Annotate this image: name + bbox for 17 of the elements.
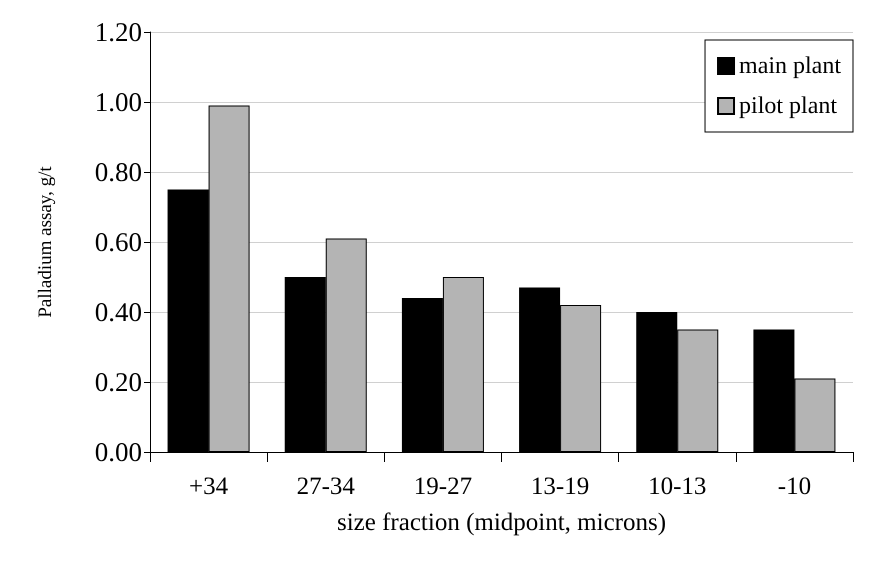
x-tick-label: 19-27	[414, 473, 472, 500]
x-tick-label: 10-13	[648, 473, 706, 500]
x-tick-label: 13-19	[530, 473, 590, 500]
legend-label: pilot plant	[739, 93, 838, 119]
y-tick-label: 0.60	[94, 227, 142, 257]
legend-label: main plant	[739, 53, 842, 79]
x-tick-label: -10	[778, 473, 812, 500]
x-axis-title: size fraction (midpoint, microns)	[336, 509, 666, 536]
x-tick-label: +34	[189, 473, 229, 500]
y-tick-label: 1.00	[94, 87, 142, 117]
y-tick-label: 0.20	[94, 367, 142, 397]
y-tick-label: 1.20	[94, 17, 142, 47]
y-axis-title: Palladium assay, g/t	[35, 166, 56, 318]
y-tick-label: 0.00	[94, 437, 142, 467]
y-tick-label: 0.40	[94, 297, 142, 327]
x-tick-label: 27-34	[296, 473, 356, 500]
y-tick-label: 0.80	[94, 157, 142, 187]
